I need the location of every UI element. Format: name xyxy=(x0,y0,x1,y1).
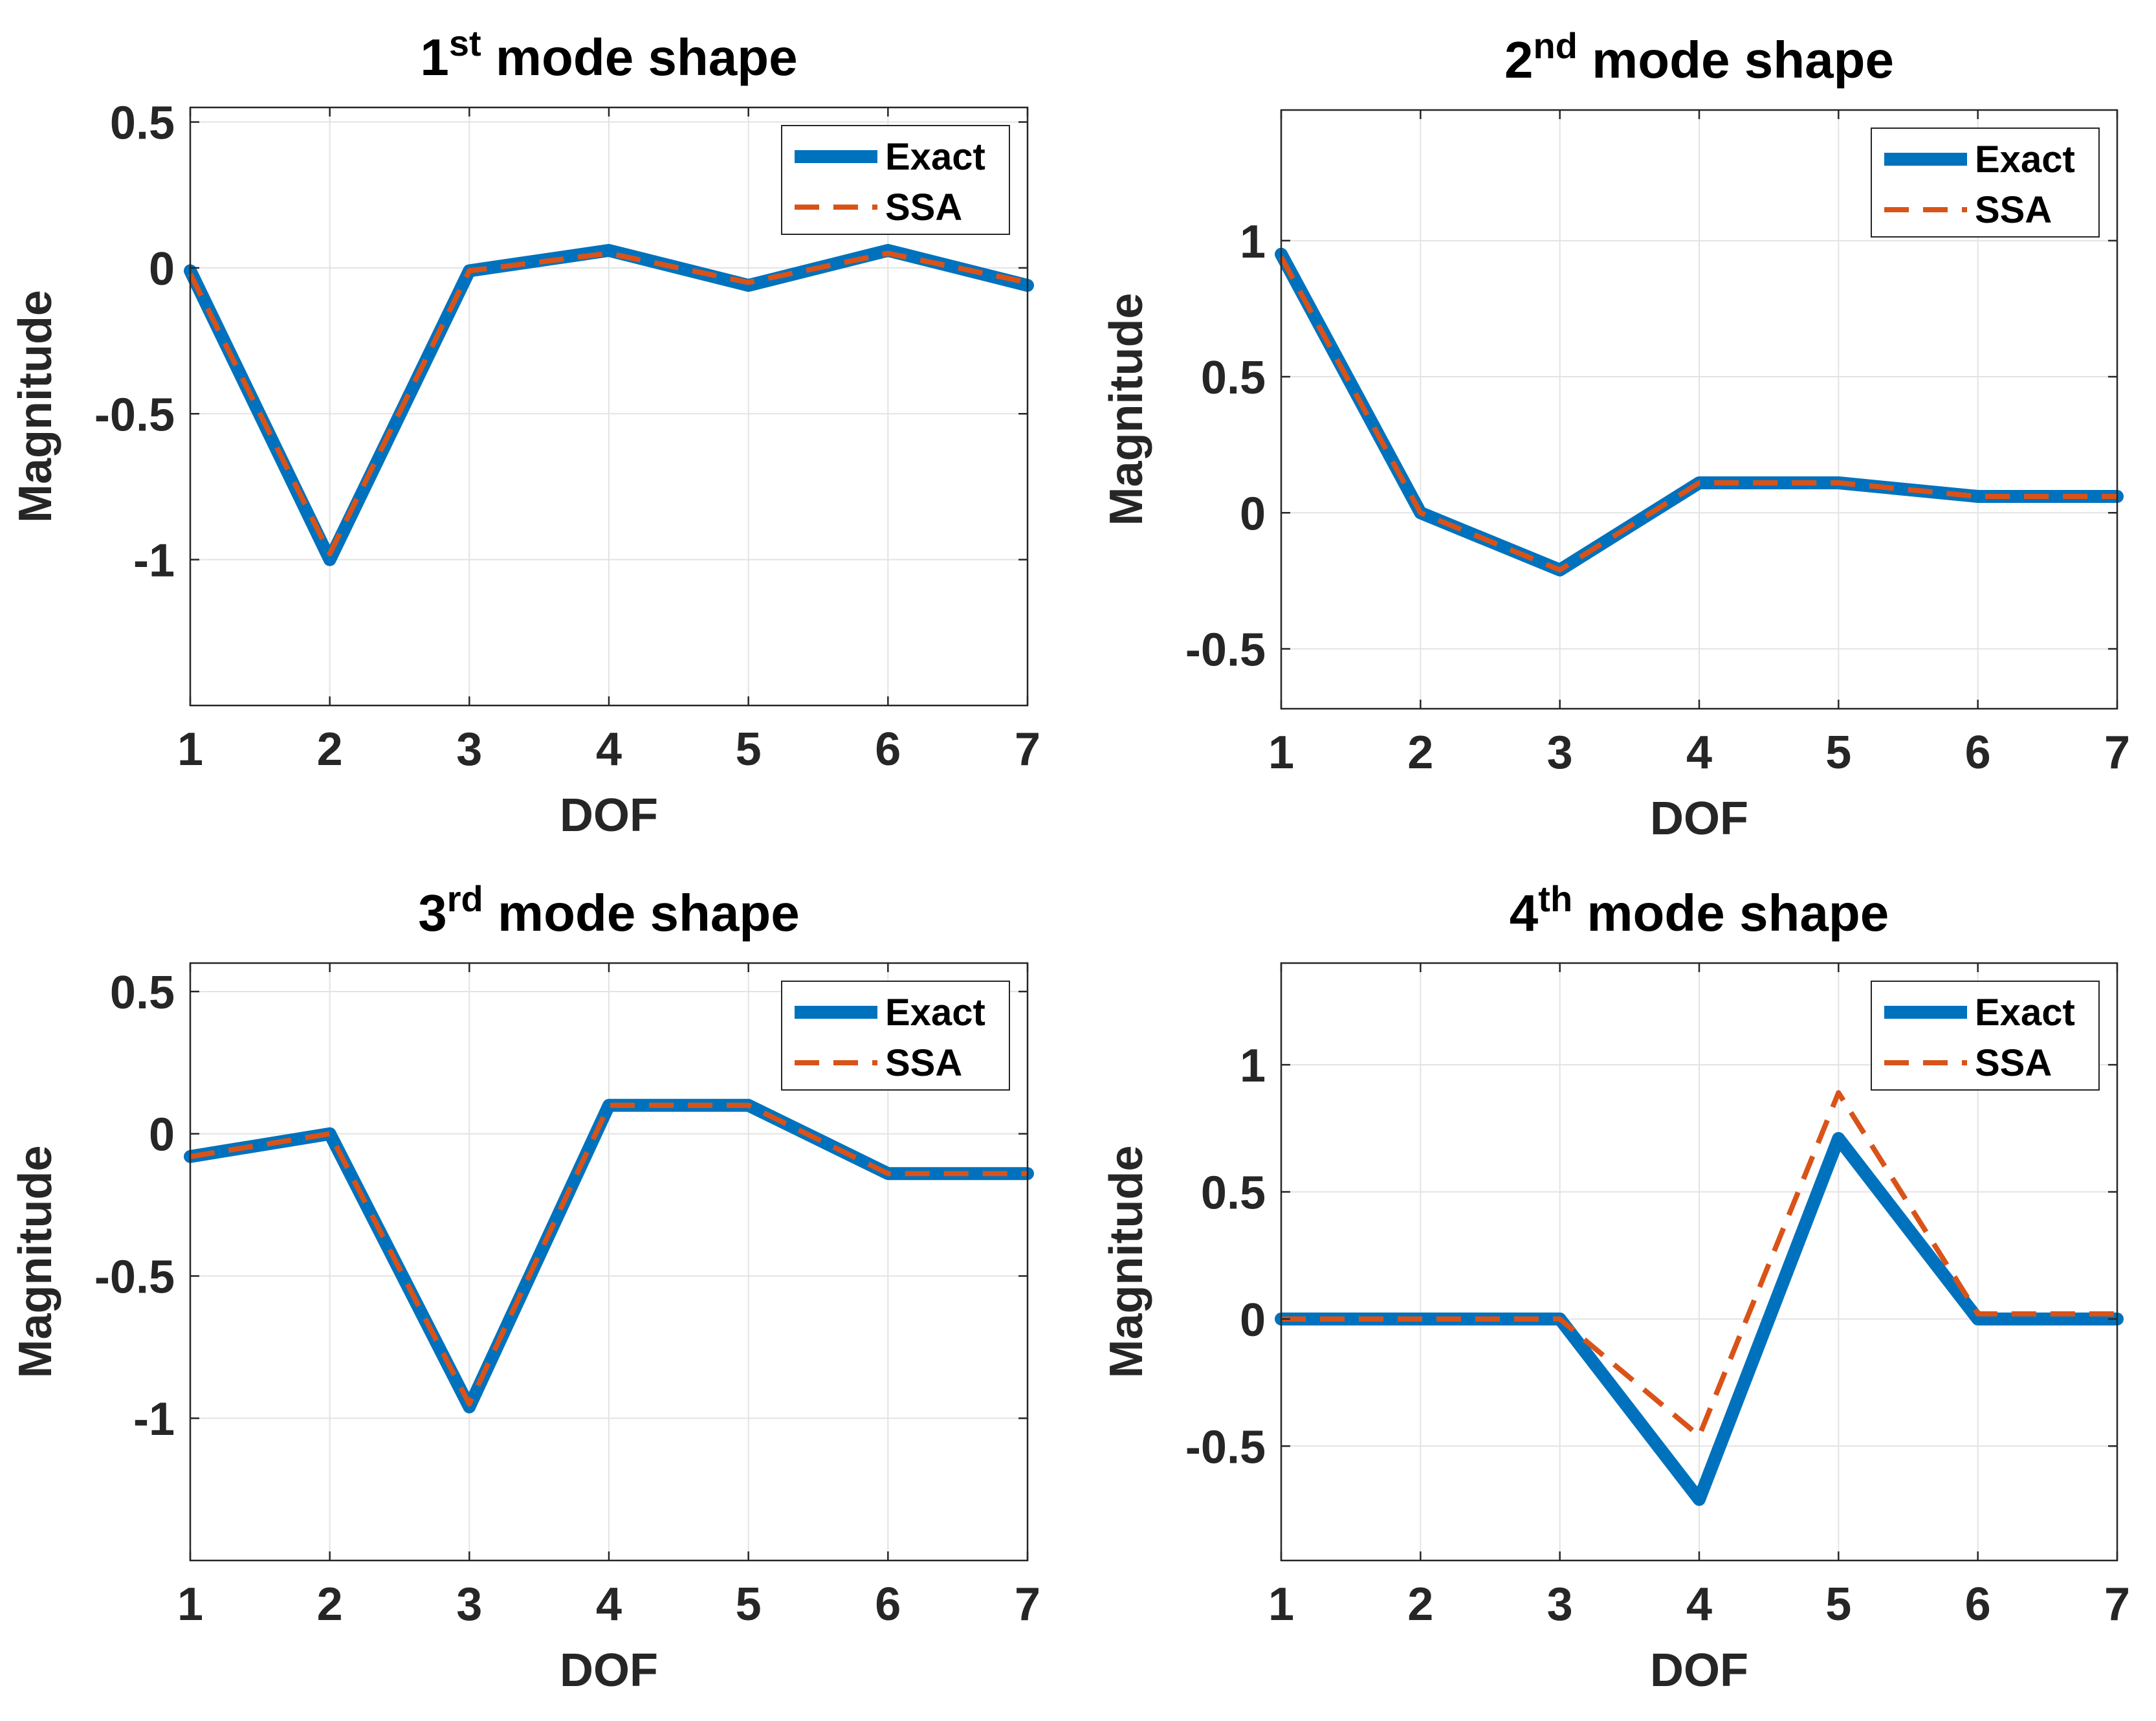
x-tick-label: 3 xyxy=(456,1579,482,1630)
legend-label-exact: Exact xyxy=(885,136,985,178)
x-axis-label: DOF xyxy=(560,1645,658,1696)
legend-label-ssa: SSA xyxy=(1975,189,2052,231)
x-tick-label: 5 xyxy=(736,724,762,775)
series-line-ssa xyxy=(1281,1090,2117,1439)
chart-title: 1st mode shape xyxy=(420,23,797,86)
y-tick-label: 1 xyxy=(1240,216,1266,268)
legend-label-exact: Exact xyxy=(885,992,985,1034)
series-line-ssa xyxy=(1279,256,2117,573)
y-tick-label: -0.5 xyxy=(1185,625,1266,676)
x-tick-label: 1 xyxy=(1268,727,1294,779)
legend: Exact SSA xyxy=(1871,981,2100,1091)
y-tick-label: 1 xyxy=(1240,1040,1266,1092)
x-tick-label: 3 xyxy=(456,724,482,775)
series-line-exact xyxy=(184,243,1034,566)
y-tick-label: 0.5 xyxy=(1201,352,1266,404)
x-tick-label: 6 xyxy=(875,1579,901,1630)
x-tick-label: 2 xyxy=(317,1579,343,1630)
legend-label-ssa: SSA xyxy=(885,1042,962,1084)
y-axis-label: Magnitude xyxy=(10,290,61,523)
x-tick-label: 7 xyxy=(2104,1579,2130,1630)
legend-label-ssa: SSA xyxy=(885,186,962,228)
x-tick-label: 5 xyxy=(736,1579,762,1630)
x-tick-label: 5 xyxy=(1825,727,1851,779)
x-tick-label: 6 xyxy=(1965,727,1991,779)
y-axis-label: Magnitude xyxy=(10,1146,61,1379)
x-tick-label: 2 xyxy=(1407,727,1433,779)
x-tick-label: 7 xyxy=(2104,727,2130,779)
x-tick-label: 6 xyxy=(875,724,901,775)
legend-box xyxy=(1871,128,2100,238)
chart-panel-2: 1 2 3 4 5 6 7 -0.5 0 0.5 1 DOF Magnitude 2nd mode sha… xyxy=(1101,25,2130,845)
x-tick-label: 5 xyxy=(1825,1579,1851,1630)
chart-title: 4th mode shape xyxy=(1510,878,1889,942)
x-tick-label: 1 xyxy=(1268,1579,1294,1630)
legend-box xyxy=(1871,981,2100,1091)
x-tick-label: 2 xyxy=(317,724,343,775)
x-axis-label: DOF xyxy=(560,790,658,841)
y-tick-label: 0.5 xyxy=(110,98,175,150)
x-tick-label: 4 xyxy=(596,724,622,775)
x-tick-label: 7 xyxy=(1015,1579,1040,1630)
y-tick-label: -1 xyxy=(133,535,175,587)
chart-title: 2nd mode shape xyxy=(1504,25,1894,89)
x-axis-label: DOF xyxy=(1650,793,1748,845)
x-axis-label: DOF xyxy=(1650,1645,1748,1696)
x-tick-label: 4 xyxy=(596,1579,622,1630)
y-tick-label: -0.5 xyxy=(94,1251,175,1303)
legend-box xyxy=(781,981,1010,1091)
chart-title: 3rd mode shape xyxy=(418,878,800,942)
legend-label-ssa: SSA xyxy=(1975,1042,2052,1084)
y-tick-label: -1 xyxy=(133,1393,175,1445)
y-tick-label: -0.5 xyxy=(1185,1421,1266,1473)
legend: Exact SSA xyxy=(781,125,1010,235)
x-tick-label: 7 xyxy=(1015,724,1040,775)
y-tick-label: 0 xyxy=(1240,1294,1266,1346)
chart-panel-1: 1 2 3 4 5 6 7 -1 -0.5 0 0.5 DOF Magnitude 1st mode sh… xyxy=(10,23,1040,841)
x-tick-label: 1 xyxy=(177,1579,203,1630)
legend: Exact SSA xyxy=(1871,128,2100,238)
y-axis-label: Magnitude xyxy=(1101,1146,1152,1379)
y-tick-label: 0 xyxy=(149,1109,175,1161)
x-tick-label: 4 xyxy=(1686,1579,1712,1630)
y-tick-label: 0.5 xyxy=(110,967,175,1019)
legend: Exact SSA xyxy=(781,981,1010,1091)
x-tick-label: 3 xyxy=(1547,727,1573,779)
legend-box xyxy=(781,125,1010,235)
y-tick-label: 0 xyxy=(149,243,175,295)
y-tick-label: 0.5 xyxy=(1201,1167,1266,1219)
x-tick-label: 2 xyxy=(1407,1579,1433,1630)
y-axis-label: Magnitude xyxy=(1101,293,1152,526)
x-tick-label: 4 xyxy=(1686,727,1712,779)
x-tick-label: 6 xyxy=(1965,1579,1991,1630)
chart-panel-3: 1 2 3 4 5 6 7 -1 -0.5 0 0.5 DOF Magnitude 3rd mode sh… xyxy=(10,878,1040,1696)
y-tick-label: -0.5 xyxy=(94,389,175,441)
legend-label-exact: Exact xyxy=(1975,992,2075,1034)
legend-label-exact: Exact xyxy=(1975,139,2075,181)
chart-panel-4: 1 2 3 4 5 6 7 -0.5 0 0.5 1 DOF Magnitude 4th mode sha… xyxy=(1101,878,2130,1696)
y-tick-label: 0 xyxy=(1240,488,1266,540)
series-line-ssa xyxy=(190,1102,1028,1407)
series-line-ssa xyxy=(188,250,1028,557)
x-tick-label: 3 xyxy=(1547,1579,1573,1630)
x-tick-label: 1 xyxy=(177,724,203,775)
